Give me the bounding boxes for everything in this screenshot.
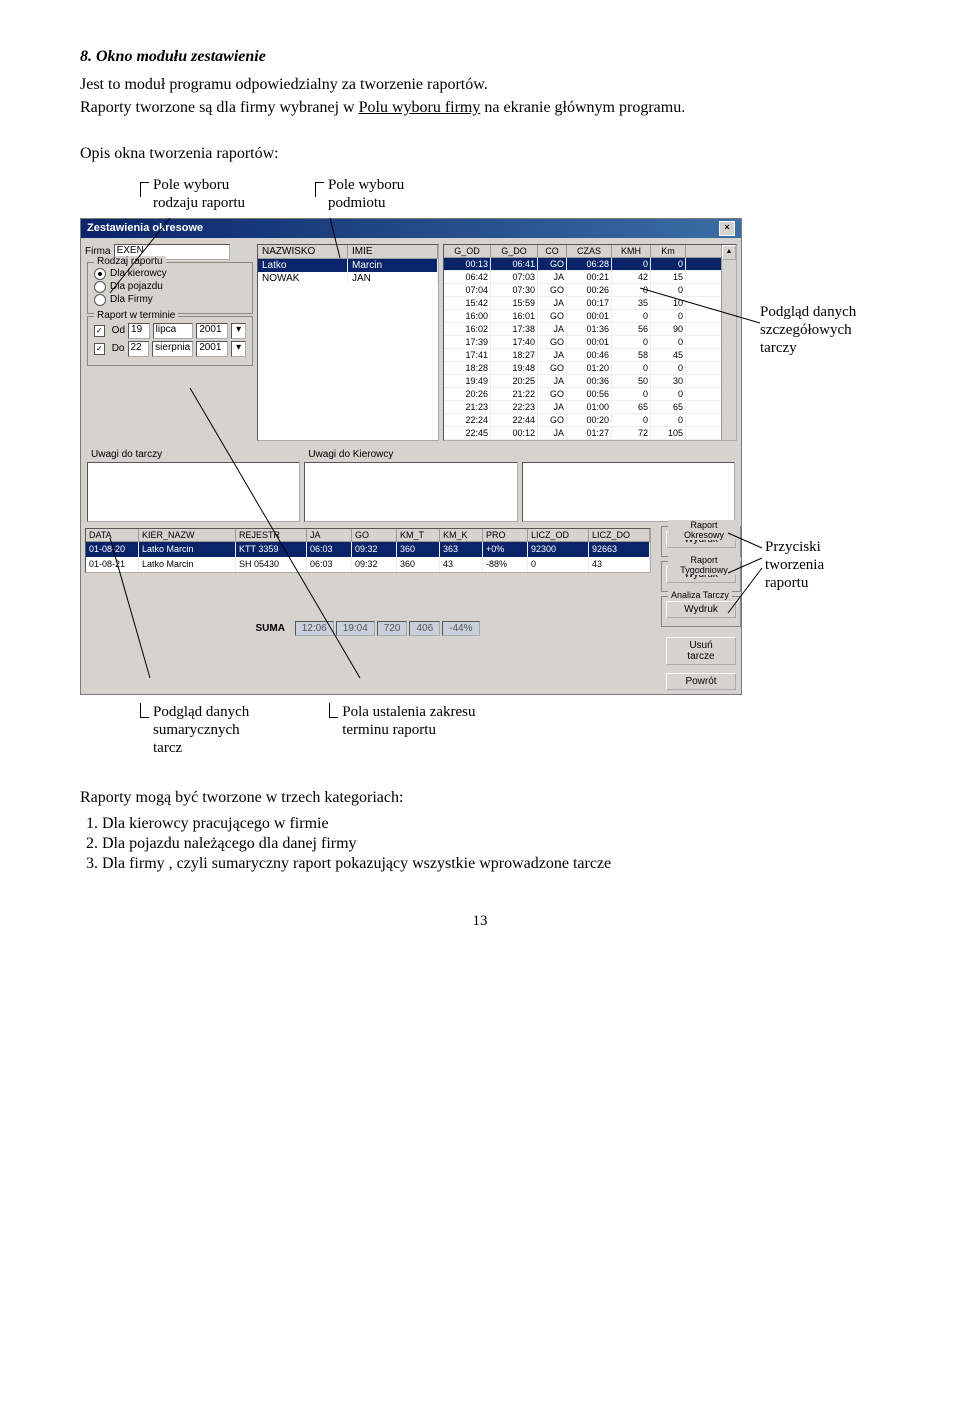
usun-button[interactable]: Usuń tarcze (666, 637, 736, 665)
rodzaj-legend: Rodzaj raportu (94, 256, 166, 267)
suma-value: 12:06 (295, 621, 334, 636)
para1c: na ekranie głównym programu. (480, 99, 685, 116)
annot-bot1: Podgląd danych sumarycznych tarcz (153, 703, 249, 757)
titlebar: Zestawienia okresowe × (81, 219, 741, 238)
radio-pojazdu[interactable]: Dla pojazdu (94, 281, 246, 293)
raport-okresowy-group: Raport Okresowy Wydruk (661, 526, 741, 557)
scroll-up-icon[interactable]: ▲ (722, 245, 736, 260)
wydruk-button-3[interactable]: Wydruk (666, 601, 736, 618)
detail-row[interactable]: 17:4118:27JA00:465845 (444, 349, 736, 362)
detail-row[interactable]: 22:4500:12JA01:2772105 (444, 427, 736, 440)
od-dropdown-icon[interactable]: ▾ (231, 323, 246, 339)
analiza-tarczy-group: Analiza Tarczy Wydruk (661, 596, 741, 627)
memo2-label: Uwagi do Kierowcy (308, 449, 519, 460)
suma-value: 720 (377, 621, 408, 636)
name-row[interactable]: NOWAKJAN (258, 272, 438, 285)
summary-row[interactable]: 01-08-20Latko MarcinKTT 335906:0309:3236… (86, 542, 650, 557)
detail-row[interactable]: 20:2621:22GO00:5600 (444, 388, 736, 401)
name-hdr1: NAZWISKO (258, 245, 348, 258)
summary-row[interactable]: 01-08-21Latko MarcinSH 0543006:0309:3236… (86, 557, 650, 572)
name-hdr2: IMIE (348, 245, 438, 258)
detail-row[interactable]: 06:4207:03JA00:214215 (444, 271, 736, 284)
od-checkbox[interactable]: ✓ (94, 325, 105, 337)
do-year[interactable]: 2001 (196, 341, 228, 357)
do-day[interactable]: 22 (128, 341, 150, 357)
window-title: Zestawienia okresowe (87, 222, 203, 234)
rodzaj-raportu-group: Rodzaj raportu Dla kierowcy Dla pojazdu … (87, 262, 253, 314)
suma-value: 406 (409, 621, 440, 636)
annot-top2: Pole wyboru podmiotu (328, 176, 404, 212)
radio-kierowcy[interactable]: Dla kierowcy (94, 268, 246, 280)
para3: Raporty mogą być tworzone w trzech kateg… (80, 787, 880, 809)
od-year[interactable]: 2001 (196, 323, 228, 339)
detail-row[interactable]: 19:4920:25JA00:365030 (444, 375, 736, 388)
detail-grid[interactable]: G_ODG_DOCOCZASKMHKm 00:1306:41GO06:28000… (443, 244, 737, 441)
li1: Dla kierowcy pracującego w firmie (102, 815, 880, 833)
radio2-label: Dla pojazdu (110, 281, 163, 292)
para1: Jest to moduł programu odpowiedzialny za… (80, 74, 880, 119)
od-month[interactable]: lipca (153, 323, 194, 339)
heading: 8. Okno modułu zestawienie (80, 46, 880, 68)
do-dropdown-icon[interactable]: ▾ (231, 341, 246, 357)
do-month[interactable]: sierpnia (152, 341, 193, 357)
od-label: Od (112, 325, 125, 336)
annot-right2: Przyciski tworzenia raportu (765, 538, 824, 592)
raport-termin-group: Raport w terminie ✓ Od 19 lipca 2001 ▾ ✓… (87, 316, 253, 366)
do-checkbox[interactable]: ✓ (94, 343, 105, 355)
memo1[interactable] (87, 462, 300, 522)
li2: Dla pojazdu należącego dla danej firmy (102, 835, 880, 853)
memo3[interactable] (522, 462, 735, 522)
summary-grid[interactable]: DATAKIER_NAZWREJESTRJAGOKM_TKM_KPROLICZ_… (85, 528, 651, 573)
grp2-label: Raport Tygodniowy (668, 555, 740, 575)
grp3-label: Analiza Tarczy (668, 590, 732, 600)
radio3-label: Dla Firmy (110, 294, 153, 305)
detail-row[interactable]: 17:3917:40GO00:0100 (444, 336, 736, 349)
raport-legend: Raport w terminie (94, 310, 178, 321)
category-list: Dla kierowcy pracującego w firmie Dla po… (80, 815, 880, 873)
memo1-label: Uwagi do tarczy (91, 449, 302, 460)
grp1-label: Raport Okresowy (668, 520, 740, 540)
name-row[interactable]: LatkoMarcin (258, 259, 438, 272)
memo2[interactable] (304, 462, 517, 522)
detail-row[interactable]: 18:2819:48GO01:2000 (444, 362, 736, 375)
detail-row[interactable]: 00:1306:41GO06:2800 (444, 258, 736, 271)
do-label: Do (112, 343, 125, 354)
radio-firmy[interactable]: Dla Firmy (94, 294, 246, 306)
para1b: Raporty tworzone są dla firmy wybranej w (80, 99, 359, 116)
detail-row[interactable]: 15:4215:59JA00:173510 (444, 297, 736, 310)
detail-row[interactable]: 16:0217:38JA01:365690 (444, 323, 736, 336)
detail-row[interactable]: 07:0407:30GO00:2600 (444, 284, 736, 297)
page-number: 13 (80, 913, 880, 930)
od-day[interactable]: 19 (128, 323, 150, 339)
powrot-button[interactable]: Powrót (666, 673, 736, 690)
name-grid[interactable]: NAZWISKO IMIE LatkoMarcinNOWAKJAN (257, 244, 439, 441)
suma-label: SUMA (255, 623, 284, 634)
annot-right1: Podgląd danych szczegółowych tarczy (760, 303, 856, 357)
para1a: Jest to moduł programu odpowiedzialny za… (80, 76, 488, 93)
annot-top1: Pole wyboru rodzaju raportu (153, 176, 245, 212)
suma-value: -44% (442, 621, 479, 636)
radio1-label: Dla kierowcy (110, 268, 167, 279)
detail-row[interactable]: 21:2322:23JA01:006565 (444, 401, 736, 414)
scrollbar[interactable]: ▲ (721, 245, 736, 440)
screenshot-window: Zestawienia okresowe × Firma EXEN Rodzaj… (80, 218, 742, 695)
para2: Opis okna tworzenia raportów: (80, 143, 880, 165)
raport-tygodniowy-group: Raport Tygodniowy Wydruk (661, 561, 741, 592)
close-icon[interactable]: × (719, 221, 735, 236)
detail-row[interactable]: 16:0016:01GO00:0100 (444, 310, 736, 323)
para1b-u: Polu wyboru firmy (359, 99, 481, 116)
suma-value: 19:04 (336, 621, 375, 636)
li3: Dla firmy , czyli sumaryczny raport poka… (102, 855, 880, 873)
detail-row[interactable]: 22:2422:44GO00:2000 (444, 414, 736, 427)
annot-bot2: Pola ustalenia zakresu terminu raportu (342, 703, 475, 739)
